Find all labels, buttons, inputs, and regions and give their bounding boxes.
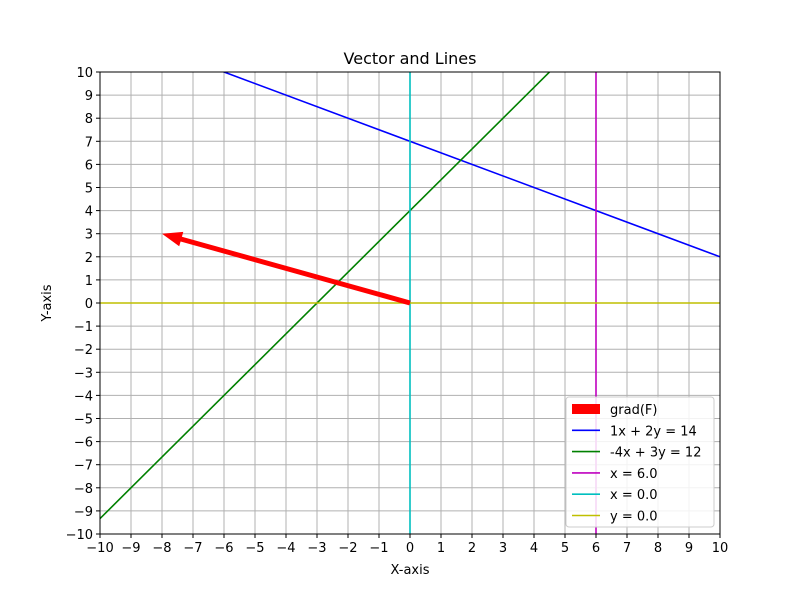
- y-tick-label: −4: [74, 389, 93, 404]
- x-tick-label: 3: [499, 541, 507, 556]
- x-tick-label: 1: [437, 541, 445, 556]
- x-tick-label: 8: [654, 541, 662, 556]
- y-tick-label: 8: [85, 112, 93, 127]
- legend-box: [565, 396, 715, 528]
- legend-label: 1x + 2y = 14: [610, 424, 697, 439]
- legend-label: grad(F): [610, 403, 657, 418]
- x-tick-label: 9: [685, 541, 693, 556]
- axis-ticks: −10 −9 −8 −7 −6 −5 −4 −3 −2 −1 0 1 2 3 4 5 6 7 8 9 10−10−9−8…: [66, 66, 729, 556]
- x-tick-label: 0: [406, 541, 414, 556]
- x-tick-label: −9: [121, 541, 140, 556]
- y-tick-label: −5: [74, 413, 93, 428]
- y-tick-label: 9: [85, 89, 93, 104]
- y-tick-label: 4: [85, 205, 93, 220]
- y-axis-label: Y-axis: [40, 284, 55, 322]
- x-tick-label: −4: [276, 541, 295, 556]
- chart-title: Vector and Lines: [344, 49, 477, 68]
- vector-layer: [162, 231, 411, 306]
- y-tick-label: −2: [74, 343, 93, 358]
- y-tick-label: −8: [74, 482, 93, 497]
- legend-label: x = 0.0: [610, 488, 658, 503]
- x-tick-label: 10: [712, 541, 729, 556]
- legend: grad(F) 1x + 2y = 14 -4x + 3y = 12 x = 6.0 x…: [565, 396, 715, 528]
- x-tick-label: 5: [561, 541, 569, 556]
- x-tick-label: −5: [245, 541, 264, 556]
- y-tick-label: 3: [85, 228, 93, 243]
- x-tick-label: −1: [369, 541, 388, 556]
- y-tick-label: 6: [85, 158, 93, 173]
- legend-label: y = 0.0: [610, 510, 658, 525]
- y-tick-label: −10: [66, 528, 93, 543]
- x-tick-label: −8: [152, 541, 171, 556]
- y-tick-label: 2: [85, 251, 93, 266]
- y-tick-label: 7: [85, 135, 93, 150]
- y-tick-label: 1: [85, 274, 93, 289]
- x-tick-label: −6: [214, 541, 233, 556]
- y-tick-label: −1: [74, 320, 93, 335]
- y-tick-label: 10: [76, 66, 93, 81]
- y-tick-label: 5: [85, 182, 93, 197]
- y-tick-label: −3: [74, 366, 93, 381]
- x-tick-label: −7: [183, 541, 202, 556]
- x-axis-label: X-axis: [391, 563, 430, 578]
- y-tick-label: −7: [74, 459, 93, 474]
- y-tick-label: 0: [85, 297, 93, 312]
- y-tick-label: −9: [74, 505, 93, 520]
- x-tick-label: −2: [338, 541, 357, 556]
- x-tick-label: 2: [468, 541, 476, 556]
- x-tick-label: 7: [623, 541, 631, 556]
- legend-label: -4x + 3y = 12: [610, 446, 701, 461]
- vector-arrow: [162, 231, 411, 306]
- y-tick-label: −6: [74, 436, 93, 451]
- x-tick-label: −10: [86, 541, 113, 556]
- legend-patch: [572, 404, 600, 414]
- x-tick-label: 4: [530, 541, 538, 556]
- x-tick-label: −3: [307, 541, 326, 556]
- legend-label: x = 6.0: [610, 467, 658, 482]
- x-tick-label: 6: [592, 541, 600, 556]
